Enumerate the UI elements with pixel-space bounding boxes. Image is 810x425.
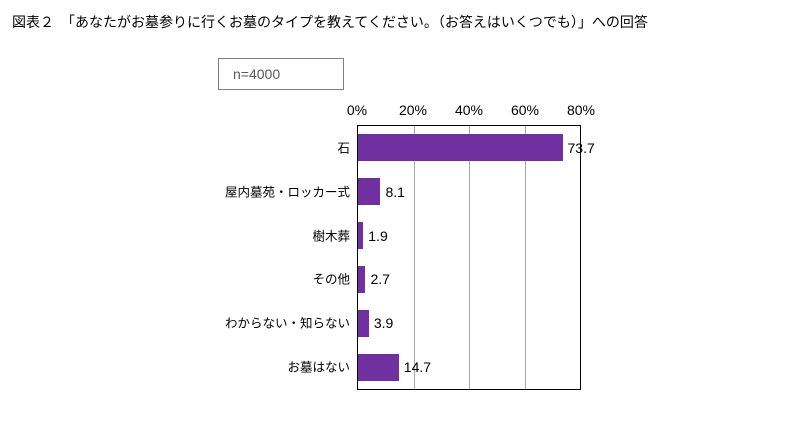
x-tick-label: 0% xyxy=(346,102,368,118)
x-tick-label: 60% xyxy=(510,102,540,118)
gridline xyxy=(524,126,526,389)
gridline xyxy=(469,126,470,389)
sample-size-box: n=4000 xyxy=(218,58,344,90)
bar xyxy=(358,309,369,337)
value-label: 14.7 xyxy=(403,359,432,376)
category-label: お墓はない xyxy=(287,360,350,375)
x-tick-label: 40% xyxy=(454,102,484,118)
value-label: 3.9 xyxy=(373,315,394,332)
x-axis: 0% 20% 40% 60% 80% xyxy=(347,102,595,120)
chart-title: 図表２ 「あなたがお墓参りに行くお墓のタイプを教えてください。（お答えはいくつで… xyxy=(12,14,648,30)
bar xyxy=(358,222,364,250)
category-axis: 石屋内墓苑・ロッカー式樹木葬その他わからない・知らないお墓はない xyxy=(0,125,350,390)
sample-size-label: n=4000 xyxy=(233,66,281,82)
value-label: 1.9 xyxy=(368,227,388,244)
value-label: 8.1 xyxy=(385,183,405,200)
plot-area: 73.7 8.1 1.9 2.7 3.9 14.7 xyxy=(357,125,595,390)
bar xyxy=(358,134,563,162)
value-label: 2.7 xyxy=(370,271,390,288)
x-tick-label: 80% xyxy=(566,102,596,118)
value-label: 73.7 xyxy=(567,139,595,156)
category-label: 石 xyxy=(337,141,350,156)
category-label: 樹木葬 xyxy=(312,229,350,244)
category-label: わからない・知らない xyxy=(224,316,350,331)
bar xyxy=(358,353,399,381)
bar xyxy=(358,265,366,293)
bar xyxy=(358,178,381,206)
category-label: その他 xyxy=(312,272,350,287)
category-label: 屋内墓苑・ロッカー式 xyxy=(224,185,350,200)
x-tick-label: 20% xyxy=(398,102,428,118)
gridline xyxy=(413,126,415,389)
